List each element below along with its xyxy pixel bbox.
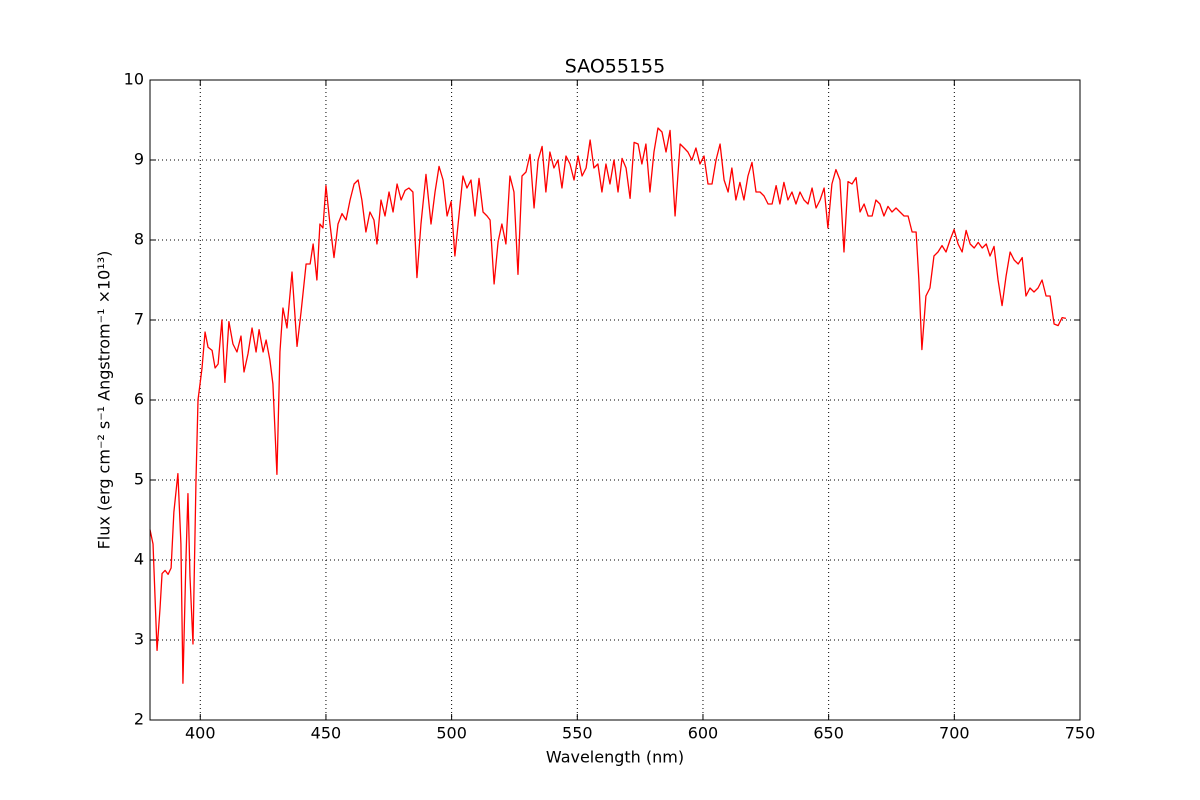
chart-title: SAO55155 [565,56,665,78]
x-tick-label: 750 [1065,724,1096,743]
x-tick-label: 600 [688,724,719,743]
x-axis-label: Wavelength (nm) [546,748,684,767]
x-tick-label: 700 [939,724,970,743]
y-tick-label: 10 [124,70,144,89]
x-tick-label: 450 [311,724,342,743]
y-tick-label: 5 [134,470,144,489]
plot-frame [149,79,1081,721]
y-tick-label: 9 [134,150,144,169]
y-tick-label: 2 [134,710,144,729]
y-axis-label: Flux (erg cm⁻² s⁻¹ Angstrom⁻¹ ×10¹³) [95,251,114,550]
y-tick-label: 3 [134,630,144,649]
x-tick-label: 400 [185,724,216,743]
x-tick-label: 550 [562,724,593,743]
y-tick-label: 7 [134,310,144,329]
y-tick-label: 4 [134,550,144,569]
x-tick-label: 650 [813,724,844,743]
x-tick-label: 500 [436,724,467,743]
y-tick-label: 8 [134,230,144,249]
y-tick-label: 6 [134,390,144,409]
data-line [149,127,1067,684]
